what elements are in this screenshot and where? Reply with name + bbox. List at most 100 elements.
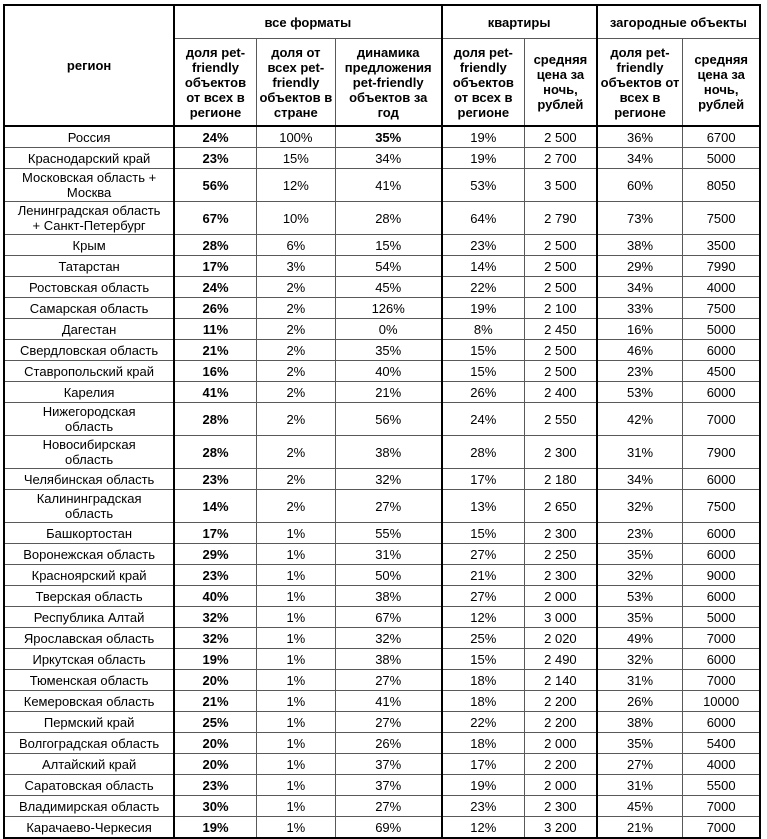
value-cell: 2 500 <box>524 125 598 148</box>
value-cell: 2 200 <box>524 753 598 775</box>
value-cell: 6000 <box>682 711 761 733</box>
group-header-all-formats: все форматы <box>173 4 443 39</box>
value-cell: 2% <box>255 402 336 436</box>
value-cell: 3500 <box>682 234 761 256</box>
value-cell: 9000 <box>682 564 761 586</box>
value-cell: 7500 <box>682 489 761 523</box>
value-cell: 2 020 <box>524 627 598 649</box>
value-cell: 2% <box>255 468 336 490</box>
value-cell: 29% <box>173 543 257 565</box>
value-cell: 1% <box>255 774 336 796</box>
value-cell: 2 490 <box>524 648 598 670</box>
column-header-row: доля pet-friendly объектов от всех в рег… <box>4 38 761 127</box>
pet-friendly-regions-table: регион все форматы квартиры загородные о… <box>3 4 761 839</box>
value-cell: 23% <box>440 795 526 817</box>
value-cell: 23% <box>173 468 257 490</box>
value-cell: 40% <box>173 585 257 607</box>
value-cell: 8% <box>440 318 526 340</box>
region-cell: Крым <box>3 234 175 256</box>
region-cell: Россия <box>3 125 175 148</box>
region-cell: Калининградская область <box>3 489 175 523</box>
value-cell: 31% <box>334 543 443 565</box>
value-cell: 2 500 <box>524 255 598 277</box>
value-cell: 36% <box>595 125 684 148</box>
table-row: Московская область + Москва 56% 12% 41% 53% 3… <box>3 168 761 202</box>
column-header-avg-price-country: средняя цена за ночь, рублей <box>682 38 761 127</box>
table-row: Новосибирская область 28% 2% 38% 28% 2 300 31%… <box>3 435 761 469</box>
value-cell: 31% <box>595 669 684 691</box>
table-row: Волгоградская область 20% 1% 26% 18% 2 000 35%… <box>3 732 761 754</box>
value-cell: 2 500 <box>524 276 598 298</box>
region-cell: Республика Алтай <box>3 606 175 628</box>
table-row: Карачаево-Черкесия 19% 1% 69% 12% 3 200 21% 700… <box>3 816 761 839</box>
table-row: Краснодарский край 23% 15% 34% 19% 2 700 34% 50… <box>3 147 761 169</box>
table-row: Челябинская область 23% 2% 32% 17% 2 180 34% 60… <box>3 468 761 490</box>
value-cell: 6000 <box>682 381 761 403</box>
column-header-avg-price-apartments: средняя цена за ночь, рублей <box>524 38 598 127</box>
value-cell: 7900 <box>682 435 761 469</box>
value-cell: 38% <box>595 711 684 733</box>
value-cell: 55% <box>334 522 443 544</box>
value-cell: 24% <box>440 402 526 436</box>
value-cell: 27% <box>440 585 526 607</box>
value-cell: 34% <box>595 276 684 298</box>
value-cell: 7500 <box>682 297 761 319</box>
value-cell: 6000 <box>682 522 761 544</box>
value-cell: 26% <box>440 381 526 403</box>
value-cell: 2% <box>255 297 336 319</box>
value-cell: 23% <box>173 564 257 586</box>
value-cell: 6700 <box>682 125 761 148</box>
value-cell: 2 550 <box>524 402 598 436</box>
value-cell: 17% <box>173 522 257 544</box>
value-cell: 10% <box>255 201 336 235</box>
value-cell: 5500 <box>682 774 761 796</box>
table-row: Башкортостан 17% 1% 55% 15% 2 300 23% 6000 <box>3 522 761 544</box>
value-cell: 14% <box>440 255 526 277</box>
value-cell: 28% <box>334 201 443 235</box>
value-cell: 34% <box>334 147 443 169</box>
value-cell: 5000 <box>682 318 761 340</box>
value-cell: 2 450 <box>524 318 598 340</box>
value-cell: 2 500 <box>524 234 598 256</box>
table-row: Иркутская область 19% 1% 38% 15% 2 490 32% 6000 <box>3 648 761 670</box>
value-cell: 7990 <box>682 255 761 277</box>
value-cell: 67% <box>334 606 443 628</box>
value-cell: 53% <box>440 168 526 202</box>
value-cell: 53% <box>595 381 684 403</box>
region-cell: Татарстан <box>3 255 175 277</box>
value-cell: 1% <box>255 669 336 691</box>
value-cell: 126% <box>334 297 443 319</box>
value-cell: 2 200 <box>524 711 598 733</box>
group-header-country-objects: загородные объекты <box>595 4 761 39</box>
value-cell: 29% <box>595 255 684 277</box>
table-row: Нижегородская область 28% 2% 56% 24% 2 550 42%… <box>3 402 761 436</box>
region-cell: Ленинградская область + Санкт-Петербург <box>3 201 175 235</box>
value-cell: 1% <box>255 543 336 565</box>
value-cell: 2 100 <box>524 297 598 319</box>
table-row: Крым 28% 6% 15% 23% 2 500 38% 3500 <box>3 234 761 256</box>
value-cell: 41% <box>173 381 257 403</box>
value-cell: 25% <box>440 627 526 649</box>
column-group-row: регион все форматы квартиры загородные о… <box>3 4 761 127</box>
table-row: Калининградская область 14% 2% 27% 13% 2 650 3… <box>3 489 761 523</box>
value-cell: 45% <box>334 276 443 298</box>
region-cell: Карачаево-Черкесия <box>3 816 175 839</box>
value-cell: 16% <box>173 360 257 382</box>
value-cell: 20% <box>173 753 257 775</box>
value-cell: 19% <box>173 648 257 670</box>
value-cell: 6000 <box>682 648 761 670</box>
value-cell: 7000 <box>682 816 761 839</box>
value-cell: 17% <box>440 468 526 490</box>
column-header-share-country: доля от всех pet-friendly объектов в стр… <box>255 38 336 127</box>
value-cell: 41% <box>334 168 443 202</box>
region-cell: Челябинская область <box>3 468 175 490</box>
table-header: регион все форматы квартиры загородные о… <box>3 4 761 127</box>
value-cell: 23% <box>595 522 684 544</box>
page: регион все форматы квартиры загородные о… <box>3 4 761 839</box>
value-cell: 21% <box>334 381 443 403</box>
value-cell: 35% <box>334 339 443 361</box>
value-cell: 2 300 <box>524 795 598 817</box>
value-cell: 1% <box>255 711 336 733</box>
value-cell: 28% <box>440 435 526 469</box>
value-cell: 2 300 <box>524 522 598 544</box>
